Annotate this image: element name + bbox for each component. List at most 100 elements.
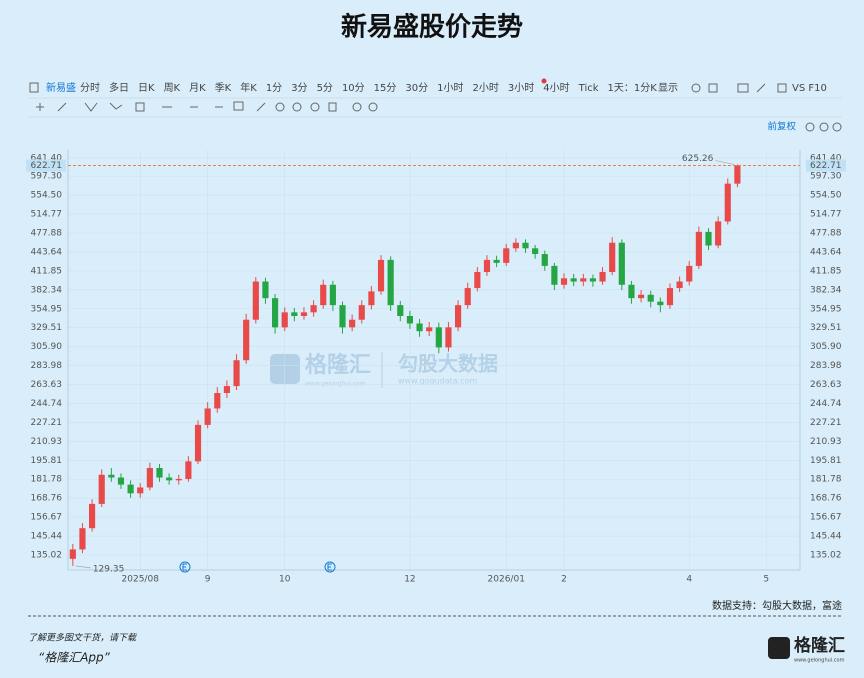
- period-tab[interactable]: 30分: [405, 82, 428, 94]
- display-menu[interactable]: 显示: [658, 82, 678, 94]
- tool-icons: [29, 82, 842, 132]
- candle-body: [329, 284, 336, 306]
- y-tick-label: 195.81: [810, 456, 842, 466]
- period-tab[interactable]: 周K: [164, 82, 181, 94]
- candle-body: [127, 484, 134, 494]
- x-tick-label: 12: [404, 575, 415, 585]
- candle-body: [146, 467, 153, 488]
- period-tab[interactable]: 分时: [80, 82, 100, 94]
- event-marker: [182, 563, 187, 571]
- period-tab[interactable]: 3分: [291, 82, 307, 94]
- period-tab[interactable]: 1分: [266, 82, 282, 94]
- y-tick-label: 210.93: [810, 437, 842, 447]
- promo: 了解更多图文干货，请下载: [28, 633, 137, 644]
- period-tab[interactable]: 5分: [317, 82, 333, 94]
- candle-body: [628, 284, 635, 299]
- candle-body: [686, 265, 693, 282]
- logo-icon: [768, 637, 790, 659]
- price-tag-label: 622.71: [31, 161, 63, 171]
- y-tick-label: 244.74: [810, 399, 842, 409]
- y-tick-label: 168.76: [31, 494, 63, 504]
- period-tab[interactable]: 3小时: [508, 82, 534, 94]
- y-tick-label: 181.78: [31, 475, 63, 485]
- candle-body: [156, 467, 163, 478]
- candle-body: [310, 305, 317, 313]
- adjust-mode[interactable]: 前复权: [767, 121, 796, 133]
- period-tab[interactable]: 年K: [240, 81, 257, 94]
- candle-body: [676, 281, 683, 289]
- y-tick-label: 305.90: [31, 342, 63, 352]
- candle-body: [194, 424, 202, 462]
- candle-body: [233, 360, 240, 387]
- candle-body: [570, 278, 577, 282]
- candle-body: [493, 259, 500, 263]
- candle-body: [79, 528, 86, 550]
- logo: 格隆汇: [794, 635, 845, 656]
- period-tab[interactable]: 4小时: [543, 82, 569, 94]
- period-tab[interactable]: 1小时: [437, 82, 463, 94]
- y-tick-label: 305.90: [810, 342, 842, 352]
- watermark-site: www.gelonghui.com: [305, 381, 366, 388]
- period-tab[interactable]: Tick: [578, 83, 599, 94]
- y-tick-label: 244.74: [31, 399, 63, 409]
- candle-body: [214, 393, 221, 409]
- price-tag-label: 622.71: [810, 161, 842, 171]
- y-tick-label: 329.51: [31, 323, 63, 333]
- x-tick-label: 5: [763, 575, 769, 585]
- max-pointer: [715, 160, 735, 165]
- period-tab[interactable]: 15分: [374, 82, 397, 94]
- y-tick-label: 145.44: [31, 532, 63, 542]
- y-tick-label: 382.34: [810, 285, 842, 295]
- logo-site: www.gelonghui.com: [794, 658, 845, 664]
- candle-body: [243, 319, 250, 361]
- candle-body: [252, 281, 259, 320]
- y-tick-label: 597.30: [810, 172, 842, 182]
- candle-body: [426, 327, 433, 332]
- x-tick-label: 2026/01: [488, 575, 525, 585]
- watermark-brand: 格隆汇: [305, 352, 371, 378]
- candle-body: [657, 301, 664, 306]
- y-tick-label: 443.64: [31, 247, 63, 257]
- stock-name[interactable]: 新易盛: [46, 81, 76, 94]
- y-tick-label: 411.85: [810, 266, 842, 276]
- candle-body: [503, 248, 510, 263]
- candle-body: [368, 291, 375, 306]
- y-tick-label: 210.93: [31, 437, 63, 447]
- min-label: 129.35: [93, 564, 125, 574]
- y-tick-label: 354.95: [31, 304, 63, 314]
- candle-body: [666, 288, 674, 306]
- y-tick-label: 227.21: [31, 418, 63, 428]
- candle-body: [647, 294, 654, 302]
- period-tab[interactable]: 季K: [215, 82, 232, 94]
- candle-body: [349, 319, 356, 328]
- period-tab[interactable]: 1天：1分K: [608, 82, 658, 94]
- candle-body: [724, 183, 731, 222]
- candle-body: [300, 312, 308, 316]
- y-tick-label: 641.40: [810, 154, 842, 164]
- watermark: 格隆汇 www.gelonghui.com 勾股大数据 www.gogudata…: [270, 352, 498, 388]
- candle-body: [262, 281, 269, 299]
- y-tick-label: 554.50: [810, 191, 842, 201]
- candle-body: [551, 265, 558, 285]
- candle-body: [512, 242, 519, 249]
- candle-body: [204, 408, 211, 425]
- y-tick-label: 283.98: [31, 361, 63, 371]
- period-tab[interactable]: 10分: [342, 82, 365, 94]
- y-tick-label: 263.63: [810, 380, 842, 390]
- watermark-data-site: www.gogudata.com: [398, 377, 477, 386]
- notice-dot: [541, 78, 547, 84]
- candle-body: [377, 259, 385, 292]
- candle-body: [599, 272, 606, 282]
- y-tick-label: 477.88: [31, 228, 63, 238]
- candle-body: [291, 312, 298, 316]
- y-tick-label: 283.98: [810, 361, 842, 371]
- period-tab[interactable]: 多日: [109, 81, 129, 94]
- period-tab[interactable]: 月K: [189, 82, 206, 94]
- candle-body: [271, 298, 279, 328]
- price-tag: [26, 159, 66, 172]
- y-tick-label: 477.88: [810, 228, 842, 238]
- vs-f10[interactable]: VS F10: [792, 83, 827, 94]
- period-tab[interactable]: 2小时: [473, 82, 499, 94]
- period-tab[interactable]: 日K: [138, 83, 155, 94]
